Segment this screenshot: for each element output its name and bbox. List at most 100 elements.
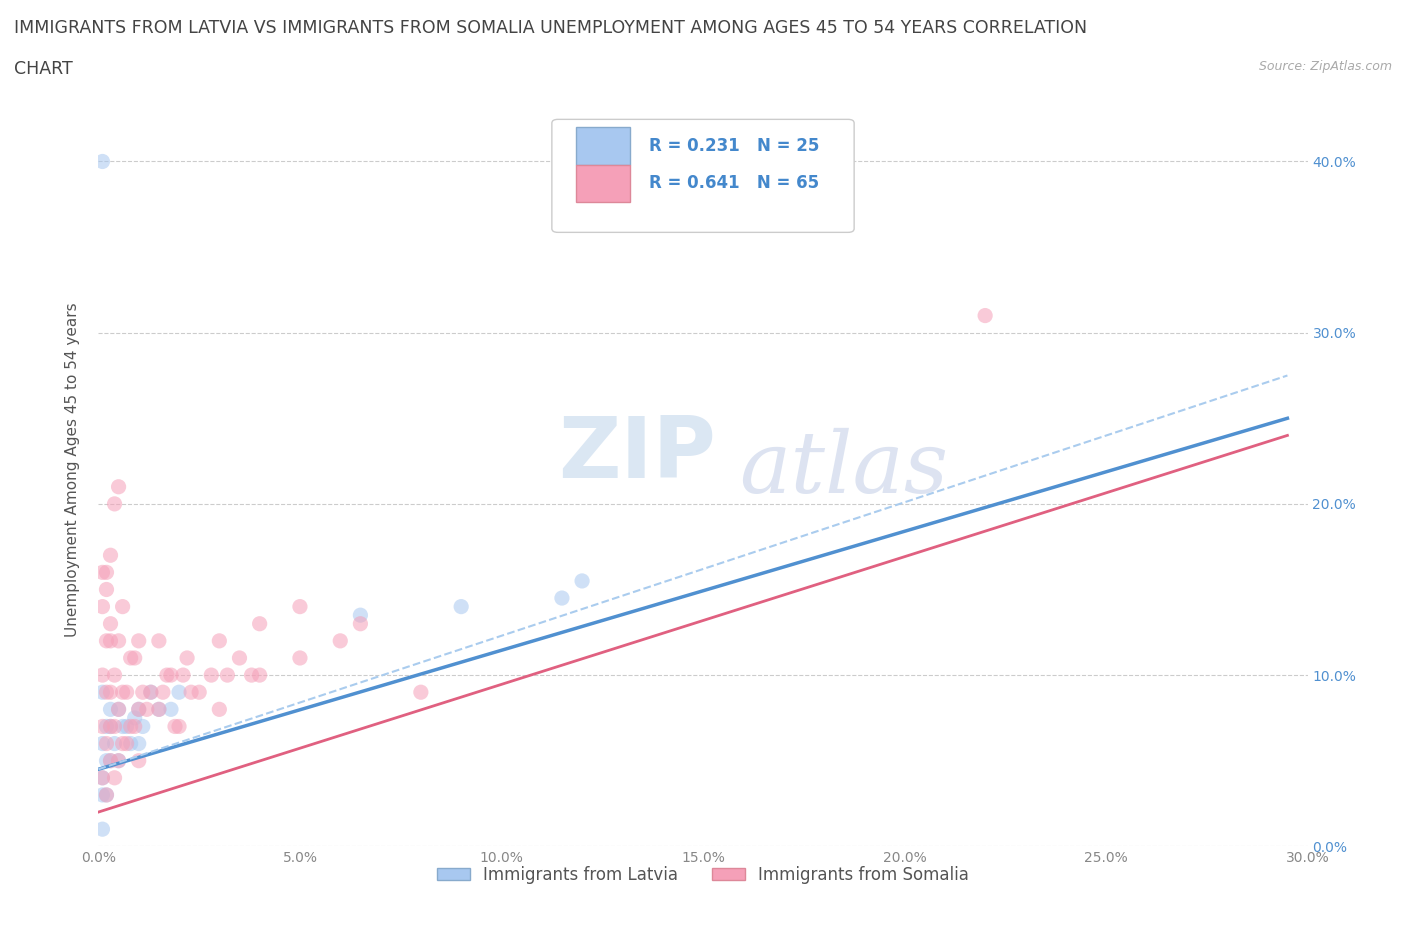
Point bbox=[91, 684, 114, 699]
Point bbox=[148, 633, 170, 648]
Text: Source: ZipAtlas.com: Source: ZipAtlas.com bbox=[1258, 60, 1392, 73]
Point bbox=[124, 719, 146, 734]
Point bbox=[208, 702, 231, 717]
Point bbox=[120, 651, 142, 666]
Point bbox=[91, 788, 114, 803]
Point bbox=[124, 711, 146, 725]
Point bbox=[111, 684, 134, 699]
Point bbox=[329, 633, 352, 648]
Point bbox=[124, 651, 146, 666]
Point bbox=[103, 668, 125, 683]
Point bbox=[349, 607, 371, 622]
Text: CHART: CHART bbox=[14, 60, 73, 78]
Point bbox=[156, 668, 179, 683]
Point bbox=[167, 684, 190, 699]
Point bbox=[107, 702, 129, 717]
Point bbox=[120, 719, 142, 734]
Point bbox=[91, 599, 114, 614]
Point bbox=[135, 702, 157, 717]
Point bbox=[96, 737, 118, 751]
Point bbox=[107, 753, 129, 768]
Point bbox=[160, 702, 183, 717]
Point bbox=[96, 719, 118, 734]
Point bbox=[107, 479, 129, 494]
Point bbox=[128, 702, 150, 717]
Point bbox=[139, 684, 162, 699]
Point bbox=[96, 565, 118, 579]
Point bbox=[128, 702, 150, 717]
Point bbox=[96, 684, 118, 699]
Point bbox=[288, 599, 311, 614]
Point bbox=[163, 719, 186, 734]
Point bbox=[148, 702, 170, 717]
Point bbox=[180, 684, 202, 699]
Text: R = 0.231   N = 25: R = 0.231 N = 25 bbox=[648, 137, 818, 154]
FancyBboxPatch shape bbox=[551, 119, 855, 232]
FancyBboxPatch shape bbox=[576, 126, 630, 165]
Point bbox=[240, 668, 263, 683]
Point bbox=[450, 599, 472, 614]
Point bbox=[91, 770, 114, 785]
Point bbox=[208, 633, 231, 648]
Point bbox=[188, 684, 211, 699]
Point bbox=[128, 737, 150, 751]
Point bbox=[176, 651, 198, 666]
Point bbox=[132, 719, 155, 734]
Point bbox=[228, 651, 250, 666]
Point bbox=[974, 308, 997, 323]
Point bbox=[107, 702, 129, 717]
Point bbox=[91, 154, 114, 169]
Point bbox=[571, 574, 593, 589]
Point bbox=[100, 702, 122, 717]
Point bbox=[128, 753, 150, 768]
Point bbox=[409, 684, 432, 699]
Point bbox=[160, 668, 183, 683]
Point bbox=[152, 684, 174, 699]
Point bbox=[107, 753, 129, 768]
Point bbox=[115, 719, 138, 734]
Point bbox=[103, 770, 125, 785]
Point bbox=[217, 668, 239, 683]
Point bbox=[96, 633, 118, 648]
Point bbox=[100, 753, 122, 768]
FancyBboxPatch shape bbox=[576, 165, 630, 202]
Text: ZIP: ZIP bbox=[558, 413, 716, 496]
Text: atlas: atlas bbox=[740, 429, 949, 511]
Point bbox=[551, 591, 574, 605]
Point bbox=[100, 548, 122, 563]
Point bbox=[249, 617, 271, 631]
Point bbox=[115, 684, 138, 699]
Point bbox=[91, 770, 114, 785]
Point bbox=[111, 737, 134, 751]
Text: R = 0.641   N = 65: R = 0.641 N = 65 bbox=[648, 175, 818, 193]
Point bbox=[91, 719, 114, 734]
Text: IMMIGRANTS FROM LATVIA VS IMMIGRANTS FROM SOMALIA UNEMPLOYMENT AMONG AGES 45 TO : IMMIGRANTS FROM LATVIA VS IMMIGRANTS FRO… bbox=[14, 19, 1087, 36]
Point bbox=[91, 668, 114, 683]
Point bbox=[111, 719, 134, 734]
Y-axis label: Unemployment Among Ages 45 to 54 years: Unemployment Among Ages 45 to 54 years bbox=[65, 302, 80, 637]
Point bbox=[132, 684, 155, 699]
Point bbox=[200, 668, 222, 683]
Point bbox=[100, 719, 122, 734]
Point bbox=[100, 684, 122, 699]
Point bbox=[288, 651, 311, 666]
Point bbox=[103, 737, 125, 751]
Point bbox=[103, 719, 125, 734]
Point bbox=[249, 668, 271, 683]
Point bbox=[96, 788, 118, 803]
Point bbox=[167, 719, 190, 734]
Point bbox=[96, 753, 118, 768]
Point bbox=[172, 668, 194, 683]
Point bbox=[100, 753, 122, 768]
Point bbox=[100, 633, 122, 648]
Point bbox=[139, 684, 162, 699]
Point bbox=[96, 788, 118, 803]
Point bbox=[120, 737, 142, 751]
Point bbox=[349, 617, 371, 631]
Point bbox=[115, 737, 138, 751]
Point bbox=[91, 822, 114, 837]
Point bbox=[148, 702, 170, 717]
Point bbox=[91, 737, 114, 751]
Point bbox=[100, 617, 122, 631]
Point bbox=[100, 719, 122, 734]
